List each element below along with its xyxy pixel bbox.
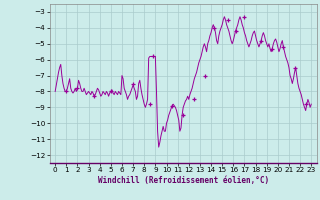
X-axis label: Windchill (Refroidissement éolien,°C): Windchill (Refroidissement éolien,°C): [98, 176, 269, 185]
